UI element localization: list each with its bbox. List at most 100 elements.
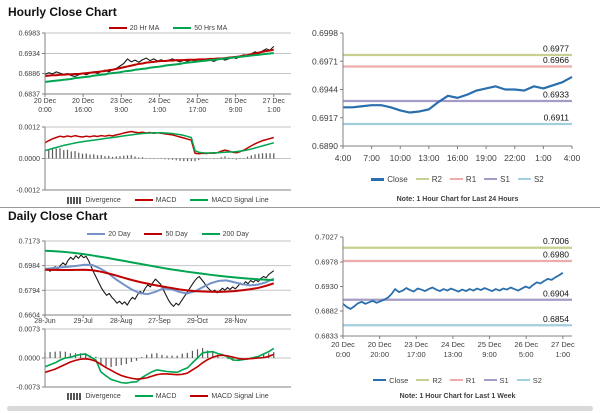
legend-item-20-hr-ma: 20 Hr MA (108, 24, 160, 32)
legend-swatch (67, 196, 83, 204)
legend-swatch (190, 198, 209, 202)
legend-label: S1 (499, 375, 509, 385)
daily-macd-divergence-bar (156, 353, 158, 358)
daily-price-y-tick-label: 0.7173 (19, 239, 41, 246)
legend-item-macd-signal-line: MACD Signal Line (190, 393, 269, 400)
daily-macd-divergence-bar (95, 356, 97, 358)
daily-macd-divergence-bar (141, 357, 143, 358)
daily-macd-divergence-bar (212, 352, 214, 358)
hourly-macd-legend: Divergence MACD MACD Signal Line (45, 195, 291, 205)
hourly-pivot-x-tick-label: 7:00 (363, 153, 380, 163)
hourly-macd-y-tick-label: -0.0012 (16, 188, 40, 195)
legend-item-200-day: 200 Day (201, 230, 249, 238)
legend-label: MACD Signal Line (211, 196, 269, 204)
daily-pivot-level-label-r2: 0.7006 (543, 236, 569, 246)
hourly-price-x-tick-label: 20 Dec (34, 98, 57, 105)
daily-price-x-tick-label: 28-Nov (224, 318, 247, 325)
legend-swatch (415, 177, 429, 181)
daily-price-y-tick-label: 0.6984 (19, 263, 41, 270)
legend-item-s1: S1 (483, 375, 509, 385)
legend-swatch (144, 232, 163, 236)
hourly-macd-divergence-bar (235, 158, 237, 160)
daily-macd-divergence-bar (49, 352, 51, 358)
legend-swatch (483, 378, 497, 382)
legend-label: R2 (431, 174, 442, 184)
hourly-pivot-x-tick-label: 4:00 (564, 153, 581, 163)
daily-macd-divergence-bar (161, 354, 163, 358)
hourly-pivot-level-label-r2: 0.6977 (543, 43, 569, 53)
hourly-macd-divergence-bar (194, 158, 196, 162)
legend-label: MACD (155, 196, 177, 204)
hourly-macd-series-macd-signal-line (44, 132, 274, 154)
daily-pivot-legend: Close R2 R1 S1 S2 (343, 375, 572, 385)
daily-pivot-x-tick-label: 0:00 (336, 350, 351, 359)
daily-pivot-x-tick-label: 20 Dec (331, 340, 355, 349)
hourly-macd-divergence-bar (261, 153, 264, 159)
hourly-macd-divergence-bar (243, 157, 245, 159)
legend-label: 20 Day (108, 230, 131, 238)
hourly-pivot-x-tick-label: 22:00 (504, 153, 526, 163)
hourly-macd-divergence-bar (153, 158, 155, 160)
hourly-macd-divergence-bar (220, 157, 222, 159)
hourly-macd-divergence-bar (198, 158, 200, 161)
daily-macd-series-macd-signal-line (44, 353, 275, 380)
section-divider (0, 207, 600, 208)
daily-pivot-x-tick-label: 23 Dec (404, 340, 428, 349)
daily-pivot-note: Note: 1 Hour Chart for Last 1 Week (399, 393, 516, 400)
daily-pivot-x-tick-label: 24 Dec (441, 340, 465, 349)
legend-swatch (134, 394, 153, 398)
legend-item-s2: S2 (516, 376, 542, 385)
hourly-pivot-x-tick-label: 13:00 (418, 153, 440, 163)
daily-macd-divergence-bar (100, 358, 102, 366)
hourly-pivot-x-tick-label: 16:00 (447, 153, 469, 163)
daily-macd-y-tick-label: 0.0000 (19, 356, 41, 363)
daily-macd-divergence-bar (207, 350, 209, 358)
legend-swatch (173, 26, 192, 30)
hourly-price-y-tick-label: 0.6983 (19, 31, 41, 38)
legend-swatch (484, 177, 498, 181)
legend-label: 200 Day (222, 230, 249, 238)
hourly-price-x-tick-label: 23 Dec (110, 98, 133, 105)
daily-macd-divergence-bar (176, 355, 178, 358)
hourly-macd-divergence-bar (239, 158, 241, 160)
daily-pivot-x-tick-label: 13:00 (444, 350, 463, 359)
daily-macd-divergence-bar (263, 354, 265, 358)
hourly-macd-divergence-bar (81, 153, 84, 159)
hourly-pivot-note: Note: 1 Hour Chart for Last 24 Hours (396, 196, 519, 203)
hourly-macd-divergence-bar (186, 158, 189, 162)
horizontal-scrollbar[interactable] (7, 406, 593, 411)
daily-macd-divergence-bar (146, 354, 148, 358)
legend-swatch (449, 378, 463, 382)
hourly-macd-divergence-bar (269, 153, 271, 159)
legend-item-50-day: 50 Day (144, 231, 188, 238)
hourly-macd-divergence-bar (111, 156, 114, 159)
hourly-macd-divergence-bar (51, 148, 54, 159)
hourly-pivot-legend: Close R2 R1 S1 S2 (343, 174, 572, 184)
hourly-section-title: Hourly Close Chart (8, 5, 117, 19)
hourly-macd-divergence-bar (164, 158, 166, 160)
daily-macd-divergence-bar (166, 355, 168, 358)
legend-label: 20 Hr MA (129, 24, 160, 32)
hourly-macd-divergence-bar (119, 156, 121, 159)
hourly-macd-divergence-bar (149, 157, 151, 159)
legend-label: R2 (432, 375, 442, 385)
hourly-macd-divergence-bar (213, 158, 215, 160)
daily-pivot-x-tick-label: 25 Dec (478, 340, 502, 349)
daily-macd-y-tick-label: -0.0073 (16, 385, 40, 392)
hourly-price-x-tick-label: 16:00 (74, 107, 92, 114)
hourly-macd-divergence-bar (228, 157, 230, 159)
hourly-macd-divergence-bar (265, 153, 267, 159)
hourly-macd-divergence-bar (258, 153, 260, 159)
hourly-macd-divergence-bar (96, 155, 99, 159)
hourly-pivot-level-label-r1: 0.6966 (543, 55, 569, 65)
daily-price-x-tick-label: 29-Oct (187, 318, 208, 325)
legend-item-r2: R2 (415, 174, 442, 184)
hourly-price-y-tick-label: 0.6934 (19, 51, 41, 58)
hourly-price-x-tick-label: 17:00 (189, 107, 207, 114)
daily-price-series-200-day (44, 249, 274, 282)
hourly-pivot-x-tick-label: 10:00 (390, 153, 412, 163)
hourly-macd-divergence-bar (168, 158, 170, 160)
hourly-pivot-y-tick-label: 0.6917 (312, 113, 338, 123)
hourly-macd-divergence-bar (183, 158, 185, 162)
legend-item-r1: R1 (449, 376, 476, 385)
